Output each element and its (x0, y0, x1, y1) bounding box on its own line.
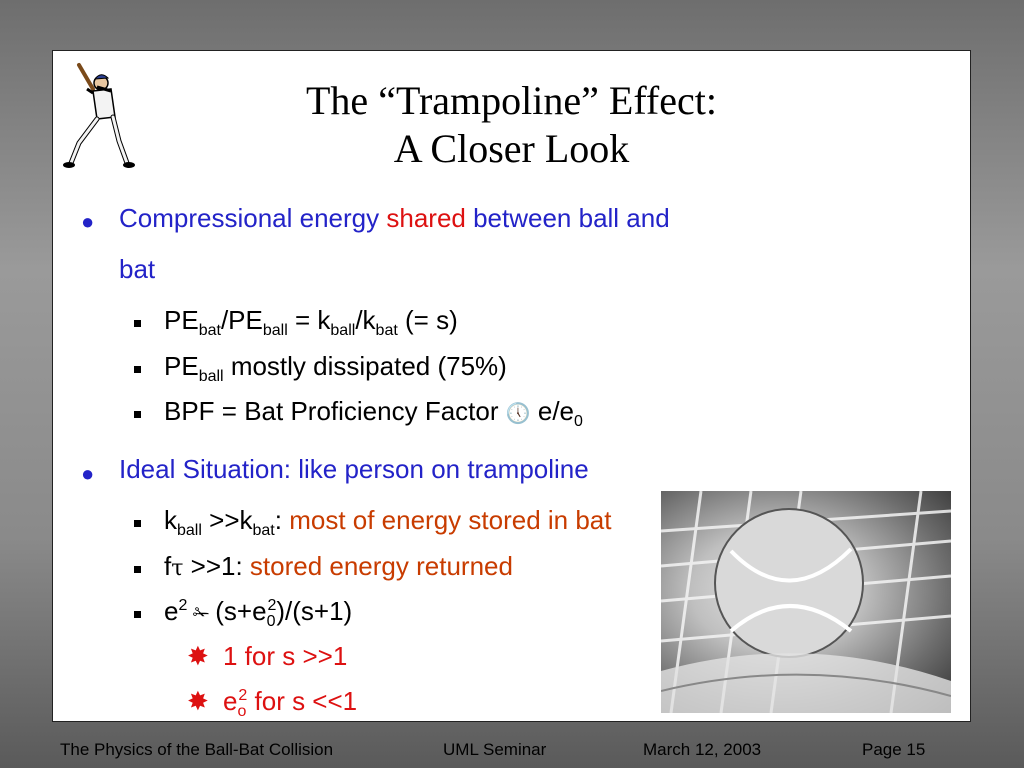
approx-symbol-icon: ✁ (187, 603, 216, 625)
footer-seminar: UML Seminar (443, 740, 547, 759)
footer-date: March 12, 2003 (643, 740, 762, 759)
tennis-ball-photo (661, 491, 951, 713)
subbullet-3: BPF = Bat Proficiency Factor 🕔 e/e0 (164, 396, 583, 430)
footer-title: The Physics of the Ball-Bat Collision (60, 740, 334, 759)
title-line-1: The “Trampoline” Effect: (306, 78, 717, 123)
proportional-symbol-icon: 🕔 (505, 403, 531, 425)
bullet-dot-2: ● (81, 461, 95, 486)
slide-body: ● Compressional energy shared between ba… (53, 51, 970, 721)
tennis-ball-icon (661, 491, 951, 713)
subbullet-square-1 (134, 320, 141, 327)
bullet-1-line-2: bat (119, 254, 156, 284)
star-bullet-1-icon: ✸ (187, 641, 209, 671)
slide-title: The “Trampoline” Effect: A Closer Look (53, 77, 970, 173)
subbullet-2: PEball mostly dissipated (75%) (164, 351, 507, 385)
subbullet-square-4 (134, 520, 141, 527)
subbullet-square-3 (134, 411, 141, 418)
bullet-2: Ideal Situation: like person on trampoli… (119, 454, 589, 484)
slide: The “Trampoline” Effect: A Closer Look (52, 50, 971, 722)
subbullet-square-5 (134, 566, 141, 573)
tertiary-2: eo2 for s <<1 (223, 686, 358, 720)
tertiary-1: 1 for s >>1 (223, 641, 348, 671)
star-bullet-2-icon: ✸ (187, 686, 209, 716)
baseball-batter-icon (63, 63, 135, 168)
footer-page: Page 15 (862, 740, 926, 759)
subbullet-1: PEbat/PEball = kball/kbat (= s) (164, 305, 458, 339)
title-line-2: A Closer Look (393, 126, 630, 171)
subbullet-5: fτ >>1: stored energy returned (164, 551, 513, 581)
shared-word: shared (386, 203, 466, 233)
subbullet-6: e2 ✁ (s+e02)/(s+1) (164, 596, 353, 630)
bullet-1-line-1: Compressional energy shared between ball… (119, 203, 670, 233)
bullet-dot-1: ● (81, 209, 95, 234)
subbullet-square-6 (134, 611, 141, 618)
subbullet-square-2 (134, 366, 141, 373)
subbullet-4: kball >>kbat: most of energy stored in b… (164, 505, 612, 539)
